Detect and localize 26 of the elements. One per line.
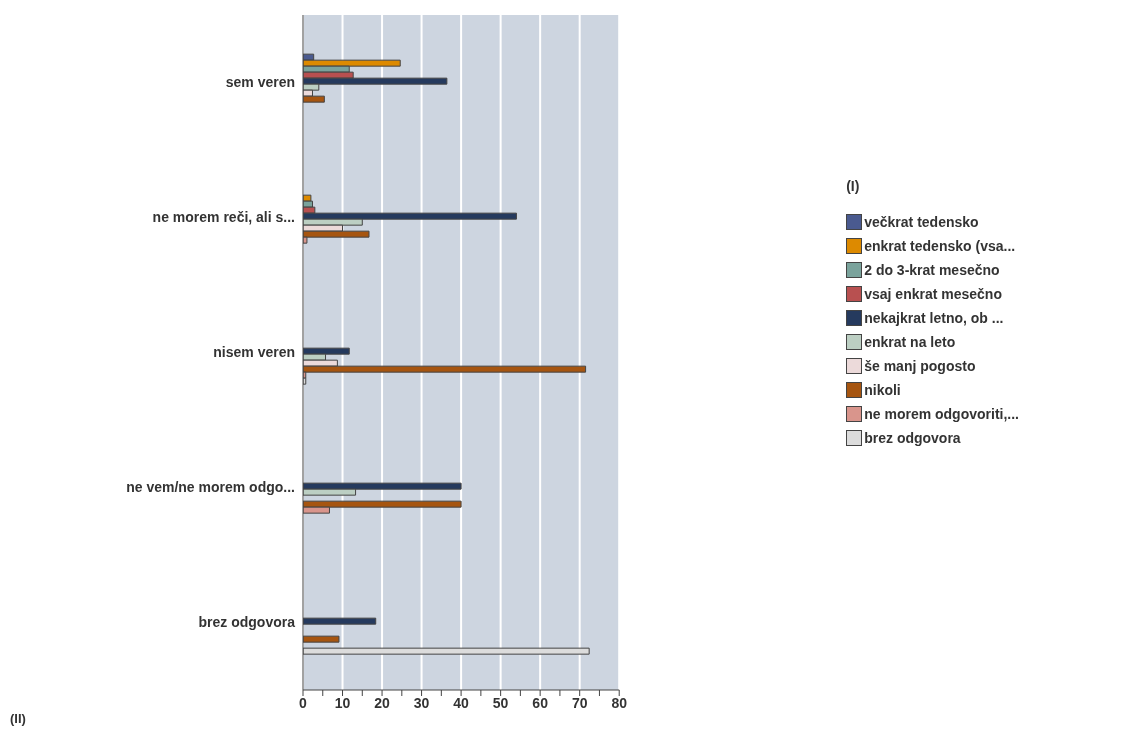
x-tick-label: 70 [571, 694, 588, 711]
x-tick-label: 30 [413, 694, 430, 711]
x-tick-label: 20 [374, 694, 391, 711]
legend-label: 2 do 3-krat mesečno [864, 262, 1000, 278]
y-tick-label: brez odgovora [198, 614, 296, 631]
legend-label: ne morem odgovoriti,... [864, 406, 1019, 422]
y-tick-label: nisem veren [213, 344, 295, 361]
x-tick-label: 0 [299, 694, 308, 711]
text: (II) [10, 711, 26, 726]
legend-title: (I) [846, 178, 861, 194]
legend-label: nekajkrat letno, ob ... [864, 310, 1004, 326]
y-tick-label: sem veren [225, 74, 295, 91]
legend-label: nikoli [864, 382, 901, 398]
legend-label: brez odgovora [864, 430, 961, 446]
x-tick-label: 80 [611, 694, 628, 711]
x-tick-label: 40 [453, 694, 470, 711]
y-tick-label: ne morem reči, ali s... [152, 209, 295, 226]
legend-label: vsaj enkrat mesečno [864, 286, 1002, 302]
legend-label: enkrat na leto [864, 334, 956, 350]
legend-label: enkrat tedensko (vsa... [864, 238, 1016, 254]
y-tick-label: ne vem/ne morem odgo... [126, 479, 295, 496]
legend-label: večkrat tedensko [864, 214, 979, 230]
legend-label: še manj pogosto [864, 358, 976, 374]
x-tick-label: 60 [532, 694, 549, 711]
x-tick-label: 50 [492, 694, 509, 711]
x-tick-label: 10 [334, 694, 351, 711]
